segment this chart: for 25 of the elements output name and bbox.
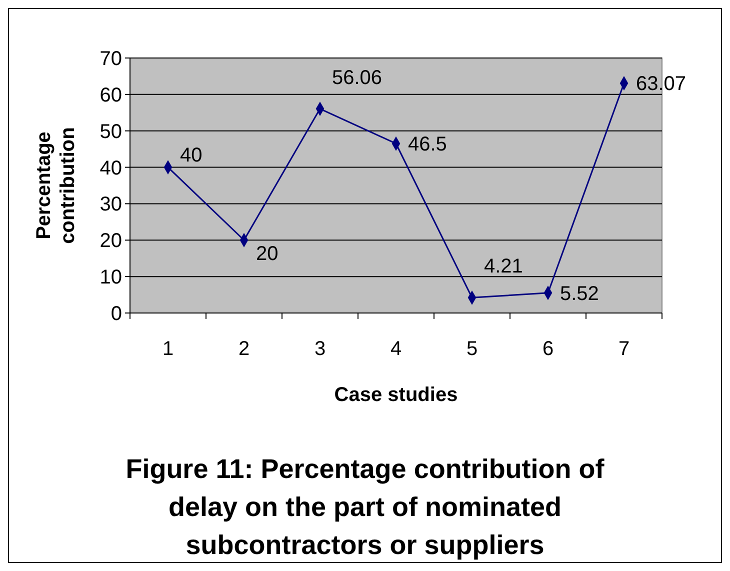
y-tick-label: 30 [100,194,122,216]
y-tick-label: 0 [110,303,122,325]
y-tick-label: 40 [100,157,122,180]
x-tick-label: 5 [466,338,478,360]
x-tick-label: 6 [542,338,554,360]
data-label: 5.52 [560,282,599,305]
x-tick-label: 3 [314,338,326,360]
data-label: 46.5 [408,134,447,156]
x-tick-label: 7 [618,338,630,360]
data-label: 56.06 [332,66,382,89]
y-tick-label: 20 [100,230,122,252]
x-tick-label: 4 [390,338,402,360]
y-tick-label: 50 [100,120,122,143]
data-label: 40 [180,144,202,166]
y-tick-label: 70 [100,48,122,70]
text: Figure 11: Percentage contribution of delay on the part of nominated subcontractors or suppliers [126,454,606,560]
x-axis-title: Case studies [334,384,458,406]
data-label: 20 [256,243,278,266]
x-tick-label: 1 [162,338,174,360]
data-label: 63.07 [636,73,686,96]
data-label: 4.21 [484,256,523,278]
y-tick-label: 10 [100,266,122,289]
y-tick-label: 60 [100,84,122,106]
x-tick-label: 2 [238,338,250,360]
y-axis-title: Percentage contribution [33,127,79,244]
